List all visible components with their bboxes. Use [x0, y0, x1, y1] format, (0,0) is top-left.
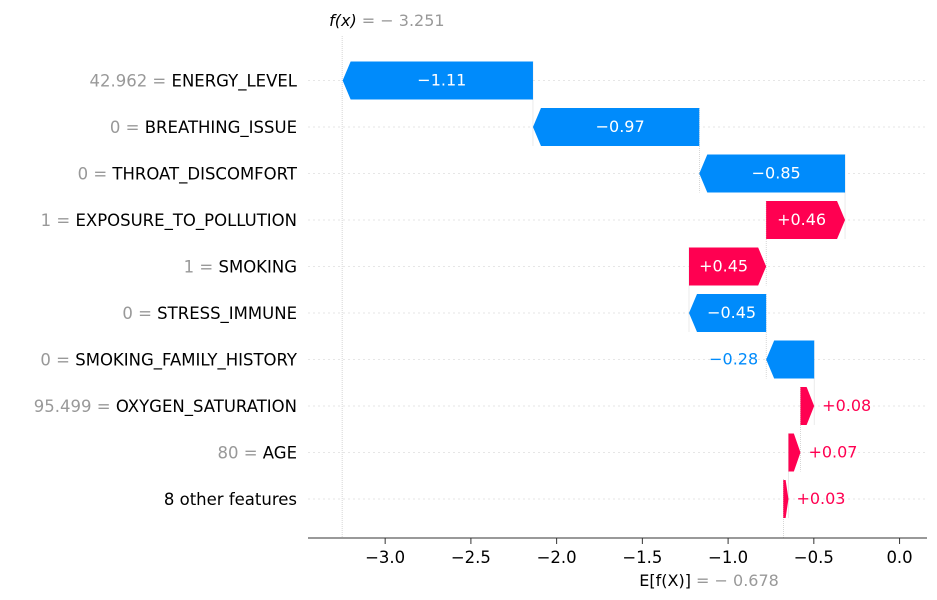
fx-value: = − 3.251: [357, 11, 445, 30]
x-tick-label: −1.0: [708, 548, 748, 567]
positive-shap-bar: [783, 480, 789, 518]
feature-value: 0: [122, 304, 133, 323]
feature-label: 8 other features: [164, 490, 297, 509]
annotations: f(x) = − 3.251 E[f(X)] = − 0.678: [329, 11, 779, 590]
fx-label: f(x): [329, 11, 357, 30]
feature-name: EXPOSURE_TO_POLLUTION: [75, 211, 297, 231]
feature-name: SMOKING_FAMILY_HISTORY: [75, 351, 298, 371]
shap-value-label: −0.97: [596, 117, 645, 136]
ex-annotation: E[f(X)] = − 0.678: [639, 571, 779, 590]
x-tick-label: 0.0: [886, 548, 912, 567]
feature-name: SMOKING: [218, 258, 297, 277]
feature-name: OXYGEN_SATURATION: [116, 397, 297, 417]
feature-value: 0: [40, 351, 51, 370]
x-tick-label: −3.0: [365, 548, 405, 567]
feature-label: 0 = SMOKING_FAMILY_HISTORY: [40, 351, 298, 371]
bars: −1.11 −0.97 −0.85 +0.46 +0.45 −0.45 −0.28 +0.08…: [342, 61, 871, 518]
negative-shap-bar: [766, 340, 815, 379]
positive-shap-bar: [766, 201, 846, 239]
shap-value-label: −1.11: [417, 71, 466, 90]
feature-label: 0 = THROAT_DISCOMFORT: [78, 165, 298, 185]
feature-value: 1: [41, 211, 52, 230]
positive-shap-bar: [689, 247, 767, 286]
negative-shap-bar: [532, 108, 700, 146]
feature-name: THROAT_DISCOMFORT: [111, 165, 298, 185]
shap-value-label: +0.07: [808, 443, 857, 462]
positive-shap-bar: [788, 433, 801, 472]
negative-shap-bar: [689, 294, 767, 332]
shap-value-label: +0.03: [796, 489, 845, 508]
feature-label: 80 = AGE: [217, 444, 297, 463]
x-tick-label: −1.5: [622, 548, 662, 567]
positive-shap-bar: [800, 387, 815, 425]
x-tick-label: −2.5: [451, 548, 491, 567]
feature-labels: 42.962 = ENERGY_LEVEL 0 = BREATHING_ISSUE…: [34, 72, 298, 510]
feature-label: 0 = BREATHING_ISSUE: [110, 118, 297, 138]
shap-value-label: +0.08: [822, 396, 871, 415]
shap-value-label: −0.28: [709, 350, 758, 369]
shap-value-label: +0.46: [777, 210, 826, 229]
feature-value: 0: [110, 118, 121, 137]
feature-name: ENERGY_LEVEL: [172, 72, 298, 92]
feature-value: 42.962: [89, 72, 147, 91]
feature-label: 1 = SMOKING: [184, 258, 297, 277]
shap-value-label: −0.85: [752, 164, 801, 183]
feature-label: 1 = EXPOSURE_TO_POLLUTION: [41, 211, 297, 231]
shap-value-label: −0.45: [707, 303, 756, 322]
ex-value: = − 0.678: [691, 571, 779, 590]
feature-name: BREATHING_ISSUE: [145, 118, 297, 138]
feature-value: 95.499: [34, 397, 92, 416]
negative-shap-bar: [342, 61, 533, 100]
feature-label: 0 = STRESS_IMMUNE: [122, 304, 297, 324]
ex-label: E[f(X)]: [639, 571, 691, 590]
x-axis: −3.0 −2.5 −2.0 −1.5 −1.0 −0.5 0.0: [308, 537, 927, 567]
feature-name: 8 other features: [164, 490, 297, 509]
shap-value-label: +0.45: [699, 257, 748, 276]
fx-annotation: f(x) = − 3.251: [329, 11, 444, 30]
feature-name: AGE: [263, 444, 297, 463]
negative-shap-bar: [699, 154, 846, 193]
feature-label: 95.499 = OXYGEN_SATURATION: [34, 397, 297, 417]
x-tick-label: −2.0: [537, 548, 577, 567]
feature-value: 0: [78, 165, 89, 184]
x-tick-label: −0.5: [794, 548, 834, 567]
feature-label: 42.962 = ENERGY_LEVEL: [89, 72, 297, 92]
feature-name: STRESS_IMMUNE: [157, 304, 297, 324]
feature-value: 1: [184, 258, 195, 277]
feature-value: 80: [217, 444, 238, 463]
